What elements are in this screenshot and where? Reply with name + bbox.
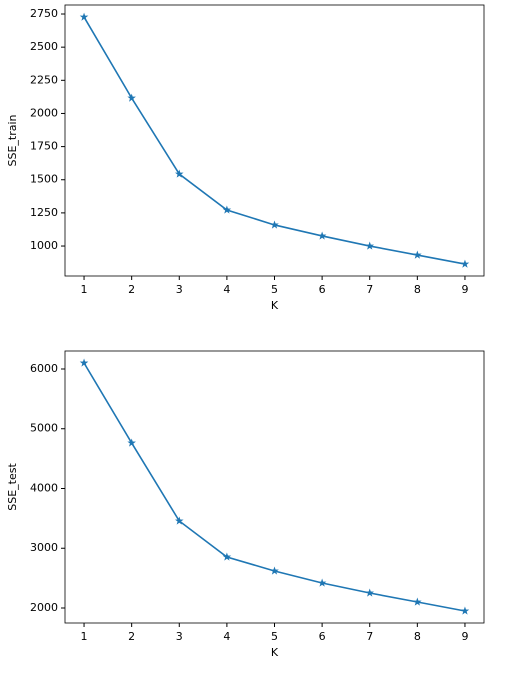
plot-frame bbox=[64, 4, 485, 277]
marker bbox=[460, 606, 470, 615]
marker bbox=[79, 12, 89, 21]
x-tick-label: 7 bbox=[366, 283, 373, 296]
x-tick-label: 9 bbox=[461, 283, 468, 296]
marker bbox=[413, 250, 422, 259]
y-tick-label: 2750 bbox=[30, 7, 58, 20]
x-tick-label: 3 bbox=[176, 630, 183, 643]
x-tick-label: 6 bbox=[319, 283, 326, 296]
marker bbox=[365, 241, 375, 250]
marker bbox=[222, 552, 232, 561]
x-tick-label: 4 bbox=[223, 630, 230, 643]
x-tick-label: 2 bbox=[128, 283, 135, 296]
marker bbox=[365, 588, 375, 597]
y-tick-label: 1000 bbox=[30, 239, 58, 252]
y-axis-label: SSE_train bbox=[6, 114, 19, 166]
y-tick-label: 1500 bbox=[30, 173, 58, 186]
y-tick-label: 4000 bbox=[30, 481, 58, 494]
y-tick-label: 2000 bbox=[30, 106, 58, 119]
marker bbox=[317, 231, 327, 240]
x-axis-label: K bbox=[271, 646, 279, 659]
marker bbox=[127, 93, 136, 102]
data-line bbox=[83, 362, 466, 612]
x-tick-label: 2 bbox=[128, 630, 135, 643]
y-tick-label: 3000 bbox=[30, 541, 58, 554]
plot-frame bbox=[64, 350, 485, 624]
y-axis-label: SSE_test bbox=[6, 463, 19, 511]
marker bbox=[174, 169, 184, 178]
x-tick-label: 9 bbox=[461, 630, 468, 643]
marker bbox=[270, 566, 279, 575]
x-tick-label: 3 bbox=[176, 283, 183, 296]
marker bbox=[270, 220, 279, 229]
x-tick-label: 8 bbox=[414, 283, 421, 296]
marker bbox=[79, 358, 89, 367]
x-tick-label: 1 bbox=[81, 283, 88, 296]
x-tick-label: 6 bbox=[319, 630, 326, 643]
data-line bbox=[83, 16, 466, 265]
marker bbox=[460, 259, 470, 268]
y-tick-label: 1250 bbox=[30, 206, 58, 219]
x-tick-label: 5 bbox=[271, 630, 278, 643]
x-tick-label: 1 bbox=[81, 630, 88, 643]
y-tick-label: 2000 bbox=[30, 601, 58, 614]
x-tick-label: 5 bbox=[271, 283, 278, 296]
y-tick-label: 2250 bbox=[30, 73, 58, 86]
y-tick-label: 5000 bbox=[30, 422, 58, 435]
y-tick-label: 2500 bbox=[30, 40, 58, 53]
x-axis-label: K bbox=[271, 299, 279, 312]
y-tick-label: 1750 bbox=[30, 140, 58, 153]
y-tick-label: 6000 bbox=[30, 362, 58, 375]
x-tick-label: 7 bbox=[366, 630, 373, 643]
marker bbox=[174, 516, 184, 525]
marker bbox=[317, 578, 327, 587]
marker bbox=[413, 597, 422, 606]
x-tick-label: 8 bbox=[414, 630, 421, 643]
marker bbox=[127, 438, 136, 447]
x-tick-label: 4 bbox=[223, 283, 230, 296]
marker bbox=[222, 205, 232, 214]
